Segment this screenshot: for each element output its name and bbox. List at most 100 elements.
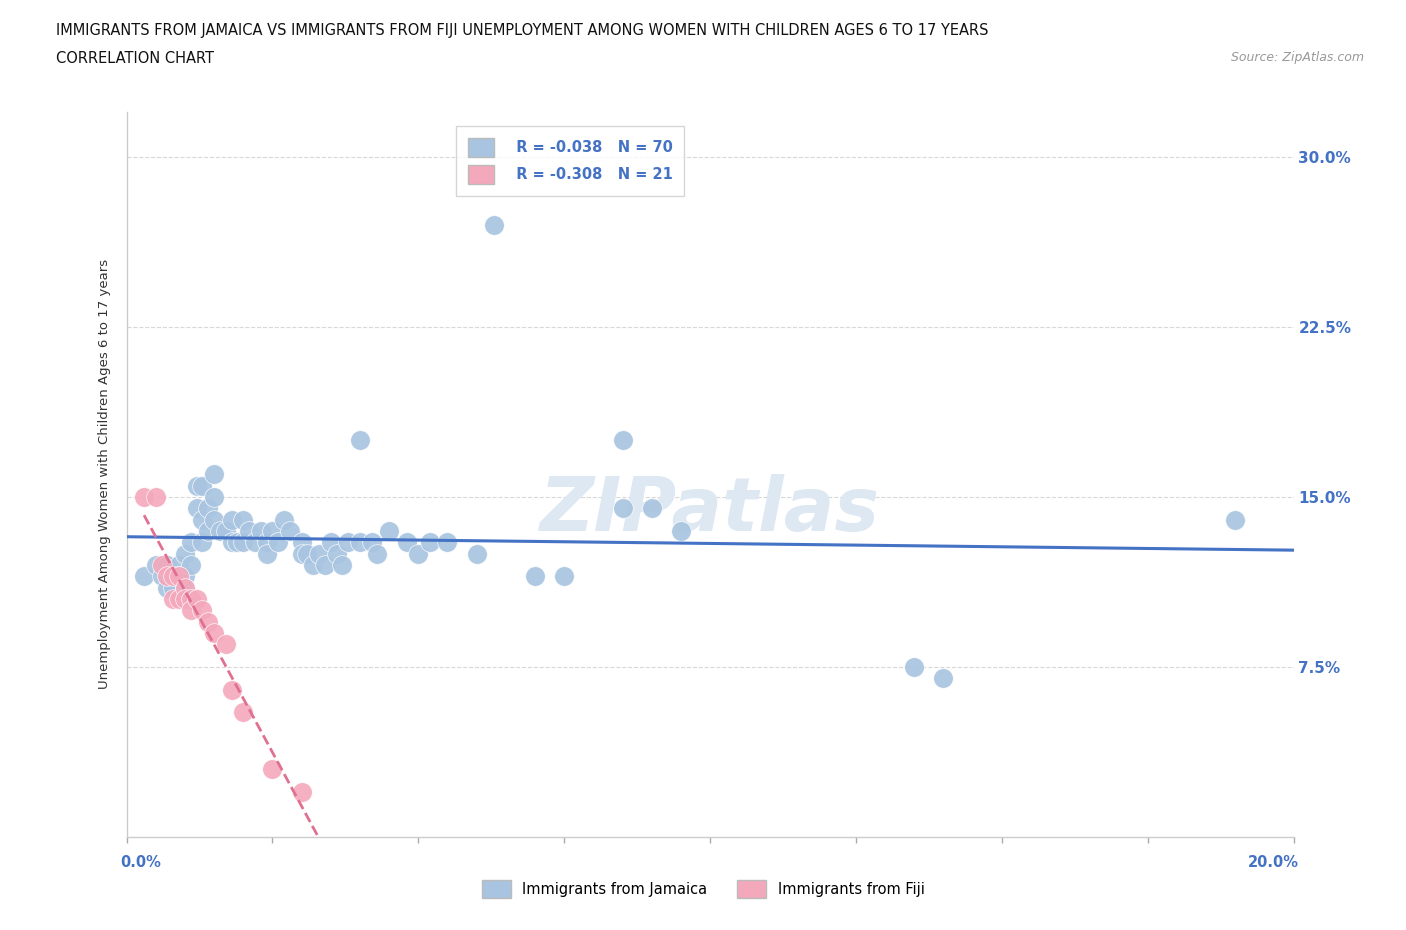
Point [197, 501, 219, 516]
Point [243, 535, 266, 550]
Point [232, 535, 254, 550]
Point [180, 591, 202, 606]
Point [226, 535, 249, 550]
Point [408, 546, 430, 561]
Legend: Immigrants from Jamaica, Immigrants from Fiji: Immigrants from Jamaica, Immigrants from… [475, 874, 931, 904]
Y-axis label: Unemployment Among Women with Children Ages 6 to 17 years: Unemployment Among Women with Children A… [97, 259, 111, 689]
Point [262, 524, 284, 538]
Point [482, 218, 505, 232]
Point [297, 546, 319, 561]
Text: Source: ZipAtlas.com: Source: ZipAtlas.com [1230, 51, 1364, 64]
Point [395, 535, 418, 550]
Point [167, 569, 190, 584]
Point [290, 546, 312, 561]
Point [186, 591, 208, 606]
Point [366, 546, 388, 561]
Point [174, 580, 197, 595]
Point [197, 614, 219, 629]
Point [156, 569, 179, 584]
Point [360, 535, 382, 550]
Point [132, 489, 155, 504]
Point [308, 546, 330, 561]
Point [232, 512, 254, 527]
Point [612, 501, 634, 516]
Point [278, 524, 301, 538]
Point [221, 683, 243, 698]
Point [174, 591, 197, 606]
Point [191, 535, 214, 550]
Point [191, 603, 214, 618]
Point [197, 524, 219, 538]
Point [302, 558, 325, 573]
Point [256, 535, 278, 550]
Point [191, 478, 214, 493]
Point [290, 535, 312, 550]
Point [238, 524, 260, 538]
Point [208, 524, 231, 538]
Point [290, 784, 312, 799]
Point [319, 535, 342, 550]
Point [1223, 512, 1246, 527]
Point [180, 558, 202, 573]
Legend:   R = -0.038   N = 70,   R = -0.308   N = 21: R = -0.038 N = 70, R = -0.308 N = 21 [456, 126, 685, 195]
Point [553, 569, 575, 584]
Point [221, 535, 243, 550]
Point [932, 671, 955, 685]
Point [314, 558, 336, 573]
Point [524, 569, 547, 584]
Point [267, 535, 290, 550]
Point [232, 705, 254, 720]
Point [174, 569, 197, 584]
Point [378, 524, 401, 538]
Point [167, 558, 190, 573]
Point [145, 558, 167, 573]
Point [436, 535, 458, 550]
Point [150, 569, 173, 584]
Point [162, 591, 184, 606]
Point [145, 489, 167, 504]
Point [256, 546, 278, 561]
Point [174, 580, 197, 595]
Point [215, 524, 238, 538]
Point [262, 762, 284, 777]
Point [337, 535, 360, 550]
Point [186, 501, 208, 516]
Point [349, 535, 371, 550]
Point [903, 659, 925, 674]
Text: 20.0%: 20.0% [1249, 856, 1299, 870]
Point [180, 535, 202, 550]
Point [325, 546, 347, 561]
Point [202, 512, 225, 527]
Point [273, 512, 295, 527]
Point [162, 569, 184, 584]
Point [156, 558, 179, 573]
Point [174, 546, 197, 561]
Point [221, 512, 243, 527]
Point [249, 524, 271, 538]
Point [332, 558, 354, 573]
Point [215, 637, 238, 652]
Point [202, 467, 225, 482]
Point [167, 569, 190, 584]
Point [202, 489, 225, 504]
Point [150, 558, 173, 573]
Point [180, 603, 202, 618]
Point [669, 524, 692, 538]
Point [612, 432, 634, 447]
Point [349, 432, 371, 447]
Text: ZIPatlas: ZIPatlas [540, 474, 880, 547]
Point [640, 501, 664, 516]
Point [162, 580, 184, 595]
Point [167, 591, 190, 606]
Point [186, 478, 208, 493]
Point [162, 569, 184, 584]
Point [419, 535, 441, 550]
Text: 0.0%: 0.0% [121, 856, 162, 870]
Point [465, 546, 488, 561]
Point [191, 512, 214, 527]
Text: CORRELATION CHART: CORRELATION CHART [56, 51, 214, 66]
Point [156, 580, 179, 595]
Text: IMMIGRANTS FROM JAMAICA VS IMMIGRANTS FROM FIJI UNEMPLOYMENT AMONG WOMEN WITH CH: IMMIGRANTS FROM JAMAICA VS IMMIGRANTS FR… [56, 23, 988, 38]
Point [132, 569, 155, 584]
Point [202, 626, 225, 641]
